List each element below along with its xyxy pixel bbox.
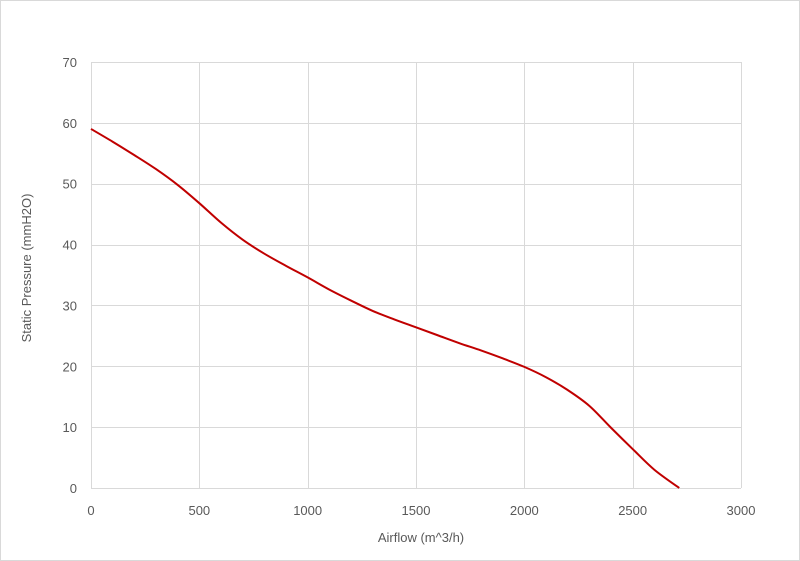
x-tick-label: 1500	[402, 503, 431, 518]
series-layer	[90, 128, 680, 489]
x-tick-label: 2500	[618, 503, 647, 518]
y-tick-label: 0	[70, 481, 77, 496]
x-tick-label: 500	[188, 503, 210, 518]
series-line	[90, 128, 680, 489]
x-tick-label: 2000	[510, 503, 539, 518]
x-axis-title: Airflow (m^3/h)	[378, 530, 464, 545]
y-tick-label: 70	[63, 55, 77, 70]
x-tick-label: 3000	[727, 503, 756, 518]
y-axis-ticks: 0 10 20 30 40 50 60 70	[63, 55, 77, 496]
grid	[91, 62, 742, 489]
y-tick-label: 10	[63, 420, 77, 435]
x-tick-label: 1000	[293, 503, 322, 518]
y-tick-label: 50	[63, 177, 77, 192]
y-tick-label: 60	[63, 116, 77, 131]
y-tick-label: 20	[63, 359, 77, 374]
y-axis-title: Static Pressure (mmH2O)	[19, 194, 34, 343]
y-tick-label: 40	[63, 238, 77, 253]
x-axis-ticks: 0 500 1000 1500 2000 2500 3000	[87, 503, 755, 518]
x-tick-label: 0	[87, 503, 94, 518]
y-tick-label: 30	[63, 298, 77, 313]
